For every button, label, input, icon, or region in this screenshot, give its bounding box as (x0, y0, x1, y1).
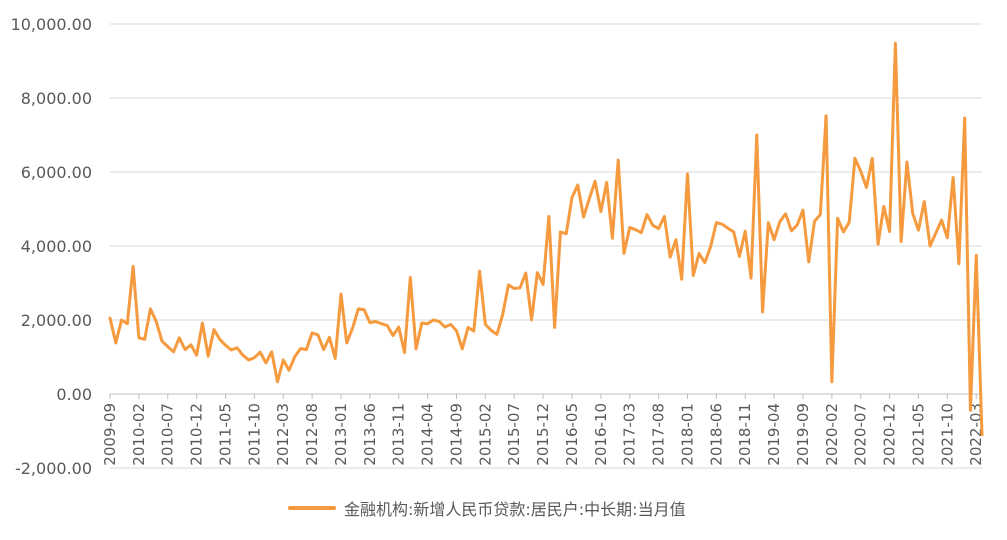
x-tick-label: 2011-10 (245, 403, 263, 466)
y-axis: -2,000.00 0.00 2,000.00 4,000.00 6,000.00 8,0… (11, 15, 92, 478)
legend: 金融机构:新增人民币贷款:居民户:中长期:当月值 (288, 496, 686, 520)
x-tick-label: 2013-01 (332, 403, 350, 466)
x-tick-label: 2018-11 (736, 403, 754, 466)
x-tick-label: 2014-09 (447, 403, 465, 466)
x-tick-label: 2010-12 (188, 403, 206, 466)
x-tick-label: 2012-03 (274, 403, 292, 466)
x-tick-label: 2018-06 (707, 403, 725, 466)
x-tick-label: 2010-02 (130, 403, 148, 466)
series-layer (108, 41, 984, 437)
x-tick-label: 2019-09 (794, 403, 812, 466)
x-tick-label: 2015-12 (534, 403, 552, 466)
y-tick-label: 0.00 (56, 385, 92, 404)
x-tick-label: 2021-05 (909, 403, 927, 466)
legend-swatch (288, 506, 336, 510)
x-tick-label: 2017-03 (621, 403, 639, 466)
y-tick-label: -2,000.00 (15, 459, 92, 478)
chart-canvas: -2,000.00 0.00 2,000.00 4,000.00 6,000.00 8,0… (11, 15, 986, 478)
x-tick-label: 2018-01 (678, 403, 696, 466)
y-tick-label: 6,000.00 (21, 163, 92, 182)
series-line (108, 41, 984, 437)
x-axis: 2009-09 2010-02 2010-07 2010-12 2011-05 2011-… (101, 394, 985, 466)
x-tick-label: 2015-02 (476, 403, 494, 466)
legend-label: 金融机构:新增人民币贷款:居民户:中长期:当月值 (344, 500, 686, 519)
x-tick-label: 2021-10 (938, 403, 956, 466)
y-tick-label: 8,000.00 (21, 89, 92, 108)
x-tick-label: 2020-12 (881, 403, 899, 466)
x-tick-label: 2015-07 (505, 403, 523, 466)
y-tick-label: 10,000.00 (11, 15, 92, 34)
x-tick-label: 2016-10 (592, 403, 610, 466)
x-tick-label: 2011-05 (216, 403, 234, 466)
y-tick-label: 2,000.00 (21, 311, 92, 330)
x-tick-label: 2012-08 (303, 403, 321, 466)
x-tick-label: 2016-05 (563, 403, 581, 466)
x-tick-label: 2009-09 (101, 403, 119, 466)
x-tick-label: 2014-04 (419, 403, 437, 466)
x-tick-label: 2017-08 (650, 403, 668, 466)
x-tick-label: 2019-04 (765, 403, 783, 466)
x-tick-label: 2013-06 (361, 403, 379, 466)
y-tick-label: 4,000.00 (21, 237, 92, 256)
gridlines (110, 23, 982, 469)
x-tick-label: 2010-07 (159, 403, 177, 466)
x-tick-label: 2020-02 (823, 403, 841, 466)
x-tick-label: 2020-07 (852, 403, 870, 466)
x-tick-label: 2013-11 (390, 403, 408, 466)
